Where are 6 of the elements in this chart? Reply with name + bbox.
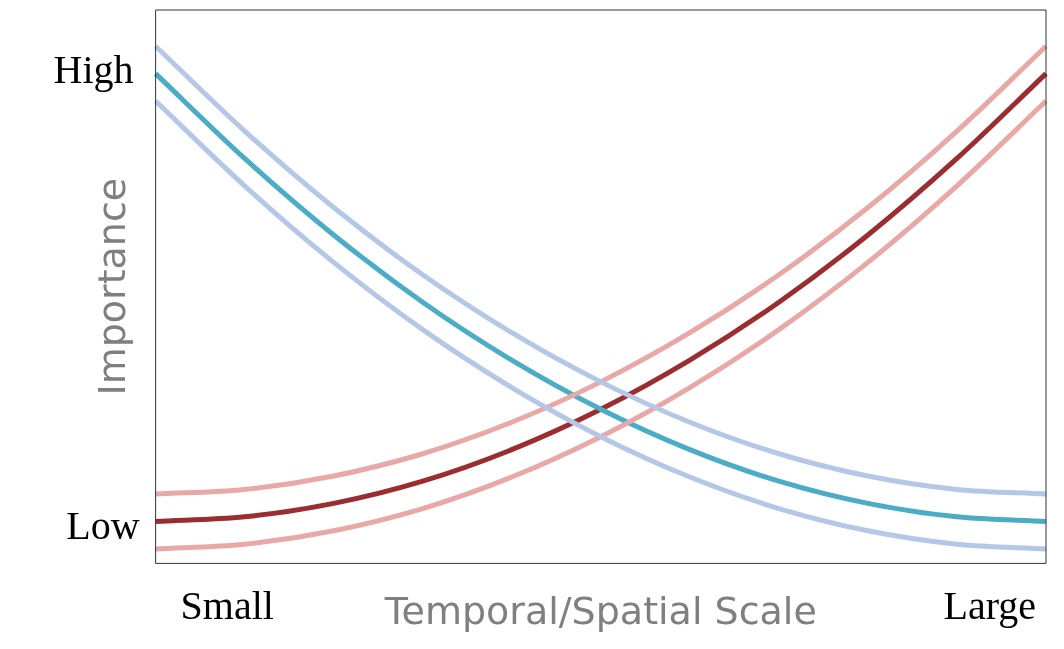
y-axis-title: Importance — [89, 177, 134, 396]
text: Small — [180, 582, 274, 628]
text: Large — [943, 582, 1036, 628]
x-axis-title: Temporal/Spatial Scale — [383, 589, 817, 634]
text: High — [53, 46, 134, 92]
text: Low — [66, 502, 140, 548]
